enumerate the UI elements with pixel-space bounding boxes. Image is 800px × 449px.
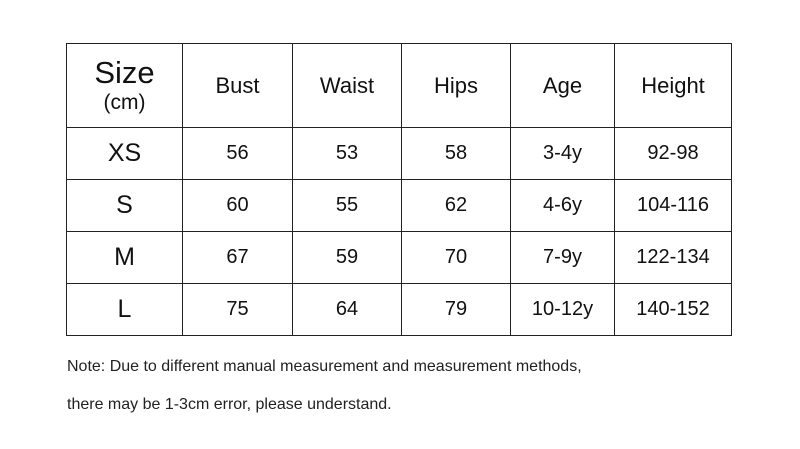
table-cell: 3-4y	[510, 127, 615, 180]
table-cell: 104-116	[614, 179, 732, 232]
size-header-title: Size	[94, 54, 155, 90]
table-cell: 79	[401, 283, 511, 336]
column-header: Height	[614, 43, 732, 128]
table-cell: 56	[182, 127, 293, 180]
size-cell: M	[66, 231, 183, 284]
note-line-1: Note: Due to different manual measuremen…	[67, 358, 582, 375]
table-cell: 62	[401, 179, 511, 232]
table-cell: 122-134	[614, 231, 732, 284]
table-header-row: Size (cm) Bust Waist Hips Age Height	[66, 43, 732, 128]
table-cell: 4-6y	[510, 179, 615, 232]
column-header: Waist	[292, 43, 402, 128]
table-cell: 60	[182, 179, 293, 232]
table-cell: 7-9y	[510, 231, 615, 284]
table-cell: 70	[401, 231, 511, 284]
size-chart-table: Size (cm) Bust Waist Hips Age Height XS …	[66, 43, 732, 336]
table-cell: 55	[292, 179, 402, 232]
size-header-cell: Size (cm)	[66, 43, 183, 128]
table-row: L 75 64 79 10-12y 140-152	[66, 283, 732, 336]
note-line-2: there may be 1-3cm error, please underst…	[67, 396, 392, 413]
table-cell: 53	[292, 127, 402, 180]
table-row: M 67 59 70 7-9y 122-134	[66, 231, 732, 284]
column-header: Bust	[182, 43, 293, 128]
column-header: Age	[510, 43, 615, 128]
size-cell: S	[66, 179, 183, 232]
table-row: S 60 55 62 4-6y 104-116	[66, 179, 732, 232]
size-header-unit: (cm)	[103, 90, 146, 114]
table-cell: 59	[292, 231, 402, 284]
size-cell: XS	[66, 127, 183, 180]
table-cell: 140-152	[614, 283, 732, 336]
table-cell: 58	[401, 127, 511, 180]
table-cell: 64	[292, 283, 402, 336]
table-cell: 92-98	[614, 127, 732, 180]
table-cell: 67	[182, 231, 293, 284]
table-cell: 75	[182, 283, 293, 336]
size-cell: L	[66, 283, 183, 336]
table-row: XS 56 53 58 3-4y 92-98	[66, 127, 732, 180]
table-cell: 10-12y	[510, 283, 615, 336]
column-header: Hips	[401, 43, 511, 128]
